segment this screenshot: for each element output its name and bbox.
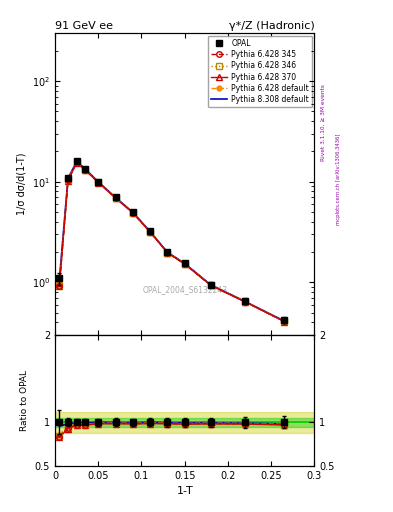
Pythia 8.308 default: [165, 249, 170, 255]
Pythia 6.428 default: [182, 261, 187, 267]
Legend: OPAL, Pythia 6.428 345, Pythia 6.428 346, Pythia 6.428 370, Pythia 6.428 default: OPAL, Pythia 6.428 345, Pythia 6.428 346…: [208, 35, 312, 107]
Pythia 8.308 default: [130, 209, 135, 216]
Pythia 8.308 default: [96, 179, 101, 185]
Pythia 8.308 default: [148, 228, 152, 234]
Pythia 8.308 default: [57, 277, 62, 283]
Pythia 6.428 default: [96, 179, 101, 185]
Pythia 6.428 346: [57, 282, 62, 288]
Pythia 6.428 370: [182, 261, 187, 267]
Pythia 6.428 345: [148, 229, 152, 235]
Pythia 6.428 default: [130, 209, 135, 216]
Pythia 8.308 default: [83, 166, 88, 172]
X-axis label: 1-T: 1-T: [176, 486, 193, 496]
Pythia 6.428 370: [57, 283, 62, 289]
Pythia 6.428 346: [282, 318, 286, 325]
Pythia 8.308 default: [282, 318, 286, 324]
Line: Pythia 6.428 default: Pythia 6.428 default: [57, 160, 286, 324]
Pythia 8.308 default: [243, 298, 248, 305]
Pythia 6.428 370: [74, 160, 79, 166]
Pythia 6.428 370: [208, 282, 213, 288]
Pythia 6.428 default: [57, 282, 62, 288]
Pythia 8.308 default: [66, 175, 70, 181]
Pythia 6.428 345: [66, 177, 70, 183]
Pythia 6.428 370: [148, 229, 152, 235]
Pythia 6.428 346: [243, 298, 248, 305]
Text: mcplots.cern.ch [arXiv:1306.3436]: mcplots.cern.ch [arXiv:1306.3436]: [336, 134, 341, 225]
Pythia 6.428 345: [57, 283, 62, 289]
Pythia 6.428 346: [130, 209, 135, 216]
Text: Rivet 3.1.10, ≥ 3M events: Rivet 3.1.10, ≥ 3M events: [320, 84, 325, 161]
Pythia 6.428 346: [208, 282, 213, 288]
Pythia 6.428 default: [165, 249, 170, 255]
Pythia 6.428 346: [96, 179, 101, 185]
Pythia 6.428 346: [66, 177, 70, 183]
Pythia 6.428 default: [74, 159, 79, 165]
Y-axis label: Ratio to OPAL: Ratio to OPAL: [20, 370, 29, 431]
Pythia 6.428 370: [165, 250, 170, 256]
Pythia 6.428 346: [74, 159, 79, 165]
Pythia 6.428 370: [243, 299, 248, 305]
Pythia 6.428 default: [83, 166, 88, 173]
Pythia 6.428 346: [113, 195, 118, 201]
Pythia 6.428 346: [182, 261, 187, 267]
Pythia 6.428 370: [96, 180, 101, 186]
Text: 91 GeV ee: 91 GeV ee: [55, 21, 113, 31]
Pythia 6.428 345: [96, 179, 101, 185]
Pythia 6.428 default: [243, 298, 248, 305]
Pythia 6.428 370: [113, 195, 118, 201]
Pythia 8.308 default: [113, 195, 118, 201]
Pythia 6.428 346: [165, 249, 170, 255]
Pythia 6.428 345: [130, 209, 135, 216]
Pythia 6.428 345: [282, 318, 286, 325]
Pythia 6.428 345: [83, 167, 88, 173]
Pythia 6.428 345: [165, 249, 170, 255]
Pythia 8.308 default: [74, 158, 79, 164]
Line: Pythia 8.308 default: Pythia 8.308 default: [59, 161, 284, 321]
Pythia 6.428 345: [182, 261, 187, 267]
Pythia 6.428 default: [282, 318, 286, 324]
Line: Pythia 6.428 345: Pythia 6.428 345: [57, 160, 287, 324]
Pythia 6.428 345: [208, 282, 213, 288]
Pythia 6.428 370: [83, 167, 88, 173]
Pythia 6.428 370: [66, 178, 70, 184]
Pythia 8.308 default: [208, 282, 213, 288]
Pythia 8.308 default: [182, 260, 187, 266]
Pythia 6.428 370: [282, 318, 286, 325]
Pythia 6.428 345: [74, 160, 79, 166]
Pythia 6.428 default: [66, 177, 70, 183]
Text: OPAL_2004_S6132243: OPAL_2004_S6132243: [142, 285, 227, 294]
Line: Pythia 6.428 346: Pythia 6.428 346: [57, 160, 287, 324]
Pythia 6.428 370: [130, 210, 135, 216]
Line: Pythia 6.428 370: Pythia 6.428 370: [57, 160, 287, 324]
Text: γ*/Z (Hadronic): γ*/Z (Hadronic): [229, 21, 314, 31]
Pythia 6.428 default: [208, 282, 213, 288]
Pythia 6.428 346: [83, 167, 88, 173]
Pythia 6.428 346: [148, 229, 152, 235]
Pythia 6.428 default: [113, 195, 118, 201]
Y-axis label: 1/σ dσ/d(1-T): 1/σ dσ/d(1-T): [16, 153, 26, 216]
Pythia 6.428 345: [113, 195, 118, 201]
Pythia 6.428 345: [243, 299, 248, 305]
Pythia 6.428 default: [148, 229, 152, 235]
